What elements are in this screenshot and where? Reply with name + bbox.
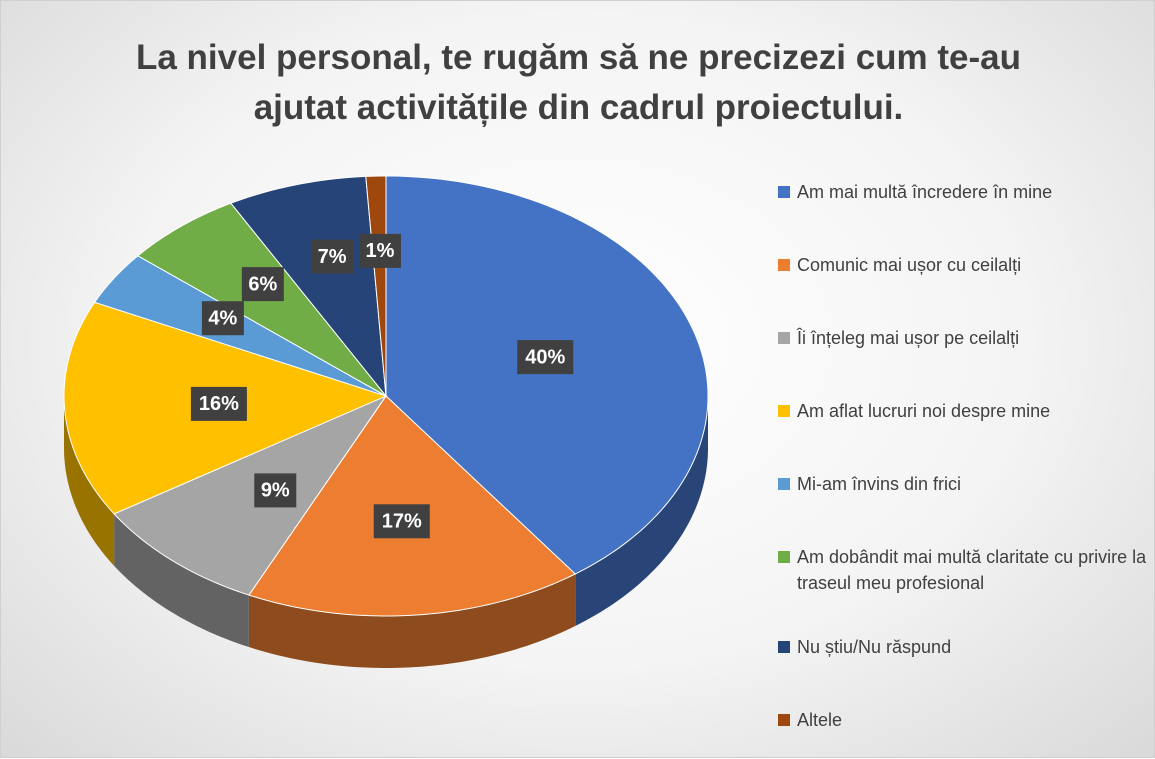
legend-swatch xyxy=(778,478,790,490)
legend-swatch xyxy=(778,641,790,653)
legend-swatch xyxy=(778,551,790,563)
legend-item: Am dobândit mai multă claritate cu privi… xyxy=(778,544,1155,596)
slice xyxy=(230,175,387,398)
legend-label: Am mai multă încredere în mine xyxy=(797,182,1053,202)
chart-title: La nivel personal, te rugăm să ne preciz… xyxy=(135,38,1021,127)
legend-label: Comunic mai ușor cu ceilalți xyxy=(797,255,1022,275)
legend-item: Am mai multă încredere în mine xyxy=(778,179,1155,205)
slice xyxy=(365,175,387,397)
legend-swatch xyxy=(778,405,790,417)
legend-swatch xyxy=(778,332,790,344)
legend-swatch xyxy=(778,714,790,726)
data-label: 6% xyxy=(248,273,277,295)
data-label: 16% xyxy=(199,393,239,415)
legend-label: Am dobândit mai multă claritate cu privi… xyxy=(797,547,1147,593)
data-label-box xyxy=(358,233,401,268)
data-label: 9% xyxy=(261,480,290,502)
data-label: 7% xyxy=(318,246,347,268)
data-label: 4% xyxy=(208,307,237,329)
legend-swatch xyxy=(778,186,790,198)
data-label-box xyxy=(254,473,297,508)
slice xyxy=(113,394,388,596)
data-label: 17% xyxy=(382,511,422,533)
legend-item: Comunic mai ușor cu ceilalți xyxy=(778,252,1155,278)
data-label-box xyxy=(190,386,247,421)
legend-label: Îi înțeleg mai ușor pe ceilalți xyxy=(797,328,1020,348)
legend-item: Îi înțeleg mai ușor pe ceilalți xyxy=(778,325,1155,351)
data-label-box xyxy=(311,239,354,274)
slice-side xyxy=(575,396,708,626)
legend-swatch xyxy=(778,259,790,271)
slice-side xyxy=(114,513,249,648)
legend-label: Am aflat lucruri noi despre mine xyxy=(797,401,1051,421)
legend-label: Nu știu/Nu răspund xyxy=(797,637,952,657)
legend-item: Nu știu/Nu răspund xyxy=(778,634,1155,660)
legend-item: Am aflat lucruri noi despre mine xyxy=(778,398,1155,424)
legend-item: Altele xyxy=(778,707,1155,733)
data-label-box xyxy=(373,504,430,539)
legend-label: Mi-am învins din frici xyxy=(797,474,962,494)
slice xyxy=(385,175,709,575)
data-label: 1% xyxy=(365,240,394,262)
data-label-box xyxy=(201,301,244,336)
data-label: 40% xyxy=(525,346,565,368)
data-label-box xyxy=(517,340,574,375)
slice-side xyxy=(248,573,576,668)
slice-side xyxy=(64,396,115,566)
data-label-box xyxy=(241,267,284,302)
legend-label: Altele xyxy=(797,710,843,730)
legend-item: Mi-am învins din frici xyxy=(778,471,1155,497)
